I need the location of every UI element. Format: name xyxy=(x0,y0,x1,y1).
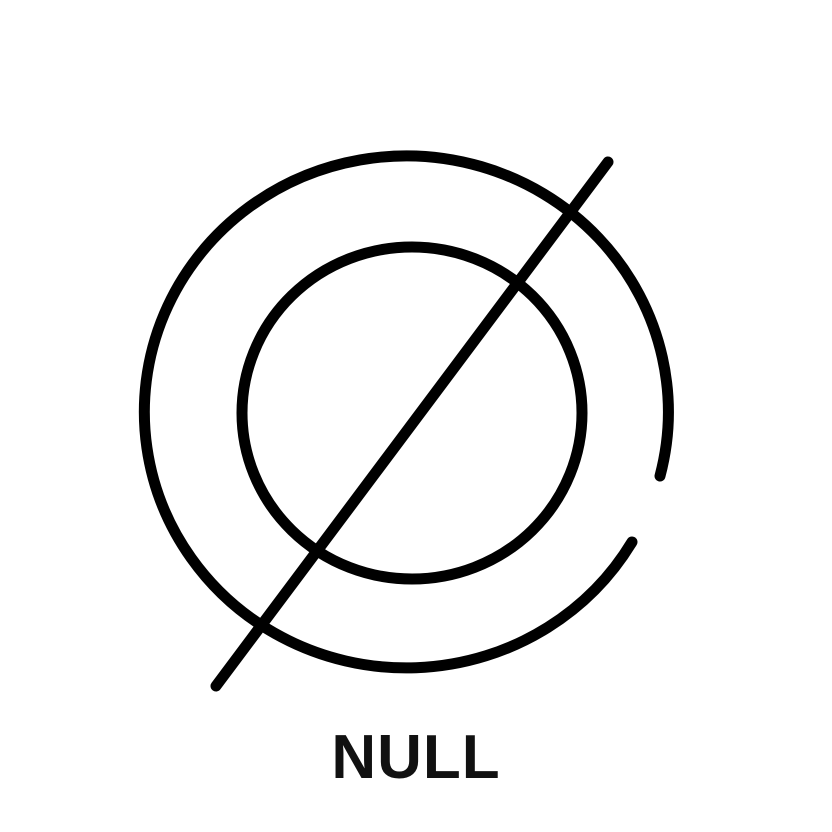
diagonal-slash xyxy=(210,156,614,692)
logo-wordmark: NULL xyxy=(331,723,501,792)
inner-ring xyxy=(236,241,588,585)
outer-ring-arc xyxy=(138,150,674,674)
